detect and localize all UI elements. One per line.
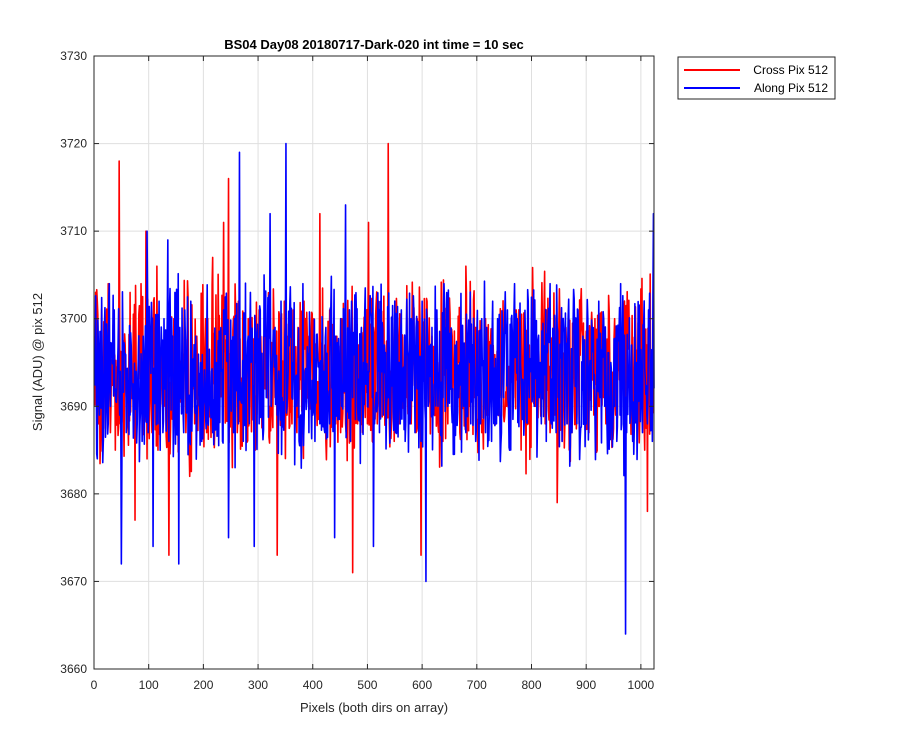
x-tick-label: 0 [91, 678, 98, 692]
series-line-along [93, 142, 655, 635]
y-axis-label: Signal (ADU) @ pix 512 [30, 293, 45, 431]
x-tick-label: 1000 [628, 678, 655, 692]
y-tick-label: 3720 [60, 137, 87, 151]
x-tick-label: 900 [576, 678, 596, 692]
legend-label-along: Along Pix 512 [754, 81, 828, 95]
plot-frame [93, 55, 655, 670]
x-tick-label: 300 [248, 678, 268, 692]
x-tick-label: 500 [357, 678, 377, 692]
y-tick-label: 3690 [60, 399, 87, 413]
series-layer [93, 142, 655, 635]
chart-title: BS04 Day08 20180717-Dark-020 int time = … [224, 37, 524, 52]
series-line-cross [93, 142, 655, 574]
legend-label-cross: Cross Pix 512 [753, 63, 828, 77]
x-tick-label: 200 [193, 678, 213, 692]
y-tick-label: 3710 [60, 224, 87, 238]
x-axis-label: Pixels (both dirs on array) [300, 700, 448, 715]
x-tick-label: 800 [521, 678, 541, 692]
y-tick-label: 3700 [60, 312, 87, 326]
y-tick-label: 3730 [60, 49, 87, 63]
x-tick-label: 600 [412, 678, 432, 692]
y-tick-label: 3660 [60, 662, 87, 676]
axis-ticks: 0 100 200 300 400 500 600 700 800 900 1000 3660 3670… [60, 49, 654, 692]
legend-box [677, 56, 836, 100]
legend: Cross Pix 512 Along Pix 512 [677, 56, 836, 100]
y-tick-label: 3680 [60, 487, 87, 501]
y-tick-label: 3670 [60, 574, 87, 588]
x-tick-label: 100 [139, 678, 159, 692]
x-tick-label: 400 [303, 678, 323, 692]
x-tick-label: 700 [467, 678, 487, 692]
